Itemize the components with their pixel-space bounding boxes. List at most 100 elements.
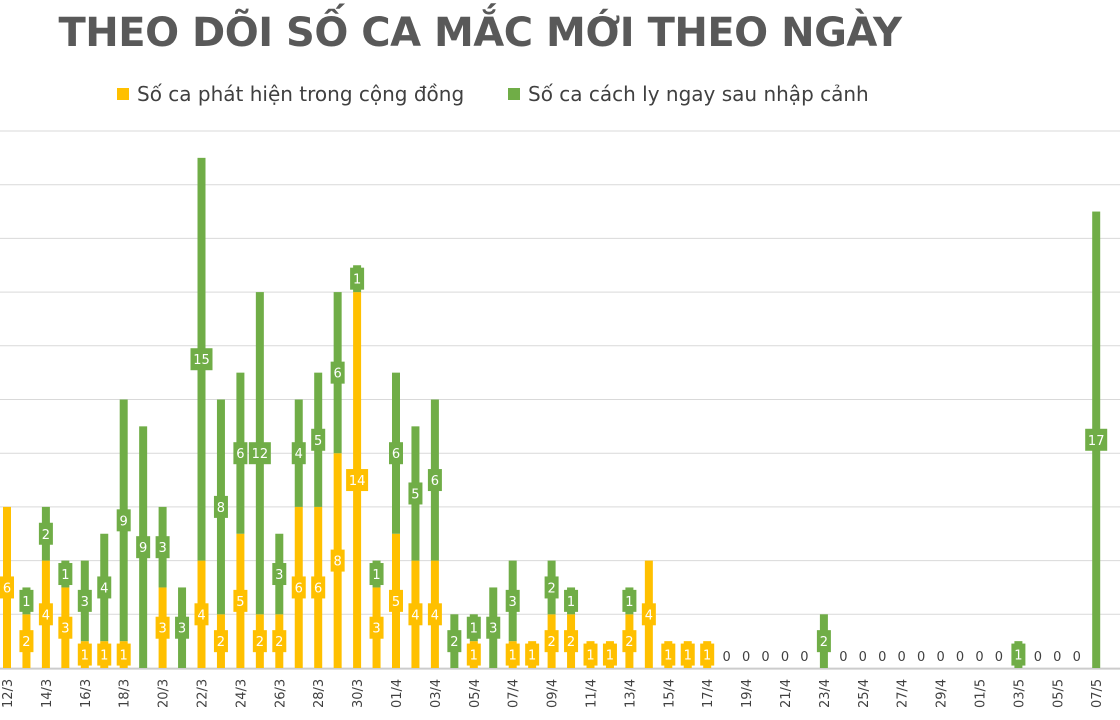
data-label-community: 2 [625,635,633,650]
x-tick-label: 03/5 [1012,679,1027,708]
data-label-quarantine: 1 [567,595,575,610]
x-tick-label: 28/3 [312,679,327,708]
data-label-zero: 0 [936,650,944,665]
data-label-community: 3 [61,622,69,637]
data-label-community: 8 [334,555,342,570]
x-tick-label: 01/4 [390,679,405,708]
data-label-quarantine: 3 [178,622,186,637]
data-label-quarantine: 15 [193,353,210,368]
data-label-quarantine: 2 [820,635,828,650]
x-tick-label: 11/4 [585,679,600,708]
data-label-community-bg [252,630,267,653]
data-label-community: 2 [22,635,30,650]
data-label-quarantine-bg [369,563,384,586]
data-label-quarantine-bg [408,482,423,505]
x-tick-label: 29/4 [935,679,950,708]
data-label-community: 1 [606,649,614,664]
data-label-quarantine-bg [564,589,579,612]
data-label-quarantine: 4 [100,581,108,596]
data-label-community-bg [77,643,92,666]
x-tick-label: 20/3 [157,679,172,708]
data-label-quarantine-bg [190,348,213,371]
data-label-community: 4 [431,608,439,623]
data-label-quarantine-bg [116,509,131,532]
data-label-zero: 0 [839,650,847,665]
data-label-community-bg [194,603,209,626]
data-label-quarantine-bg [1011,643,1026,666]
data-label-community-bg [233,589,248,612]
data-label-zero: 0 [1073,650,1081,665]
data-label-community: 1 [81,649,89,664]
data-label-quarantine: 9 [120,514,128,529]
data-label-zero: 0 [781,650,789,665]
data-label-quarantine-bg [816,630,831,653]
data-label-community: 1 [664,649,672,664]
data-label-quarantine-bg [505,589,520,612]
data-label-community-bg [155,616,170,639]
data-label-community-bg [427,603,442,626]
data-label-community: 1 [528,649,536,664]
legend-label-quarantine: Số ca cách ly ngay sau nhập cảnh [528,82,869,106]
data-label-community-bg [544,630,559,653]
data-label-zero: 0 [995,650,1003,665]
data-label-quarantine-bg [427,469,442,492]
data-label-quarantine: 6 [236,447,244,462]
data-label-community-bg [661,643,676,666]
data-label-quarantine: 17 [1088,434,1105,449]
data-label-quarantine-bg [291,442,306,465]
x-tick-label: 16/3 [79,679,94,708]
x-tick-label: 07/4 [507,679,522,708]
data-label-quarantine: 3 [275,568,283,583]
x-tick-label: 15/4 [662,679,677,708]
data-label-community: 3 [158,622,166,637]
data-label-zero: 0 [1053,650,1061,665]
data-label-community: 6 [3,581,11,596]
data-label-zero: 0 [956,650,964,665]
x-tick-label: 23/4 [818,679,833,708]
data-label-quarantine-bg [330,361,345,384]
data-label-zero: 0 [898,650,906,665]
x-tick-label: 14/3 [40,679,55,708]
data-label-community-bg [291,576,306,599]
data-label-community: 4 [42,608,50,623]
data-label-community: 1 [586,649,594,664]
data-label-community-bg [525,643,540,666]
x-tick-label: 26/3 [273,679,288,708]
data-label-community-bg [330,549,345,572]
data-label-quarantine: 9 [139,541,147,556]
legend-item-community: Số ca phát hiện trong cộng đồng [117,82,464,106]
data-label-quarantine: 12 [252,447,269,462]
data-label-quarantine-bg [155,536,170,559]
data-label-quarantine-bg [248,442,271,465]
x-tick-label: 01/5 [974,679,989,708]
data-label-community: 4 [411,608,419,623]
data-label-community: 5 [236,595,244,610]
x-tick-label: 24/3 [234,679,249,708]
data-label-community-bg [311,576,326,599]
x-tick-label: 12/3 [1,679,16,708]
data-label-quarantine: 5 [314,434,322,449]
data-label-quarantine-bg [38,522,53,545]
legend-swatch-quarantine [508,88,520,100]
x-tick-label: 18/3 [118,679,133,708]
data-label-community: 6 [295,581,303,596]
data-label-community: 1 [470,649,478,664]
data-label-quarantine: 1 [625,595,633,610]
data-label-zero: 0 [761,650,769,665]
data-label-community: 1 [120,649,128,664]
data-label-quarantine: 3 [158,541,166,556]
data-label-quarantine: 8 [217,501,225,516]
x-tick-label: 30/3 [351,679,366,708]
data-label-community-bg [700,643,715,666]
data-label-quarantine-bg [466,616,481,639]
x-tick-label: 09/4 [546,679,561,708]
data-label-quarantine: 4 [295,447,303,462]
data-label-quarantine: 3 [509,595,517,610]
data-label-community-bg [641,603,656,626]
data-label-quarantine-bg [622,589,637,612]
data-label-community: 2 [547,635,555,650]
data-label-quarantine: 1 [470,622,478,637]
data-label-community-bg [19,630,34,653]
data-label-quarantine-bg [77,589,92,612]
data-label-community: 14 [349,474,366,489]
